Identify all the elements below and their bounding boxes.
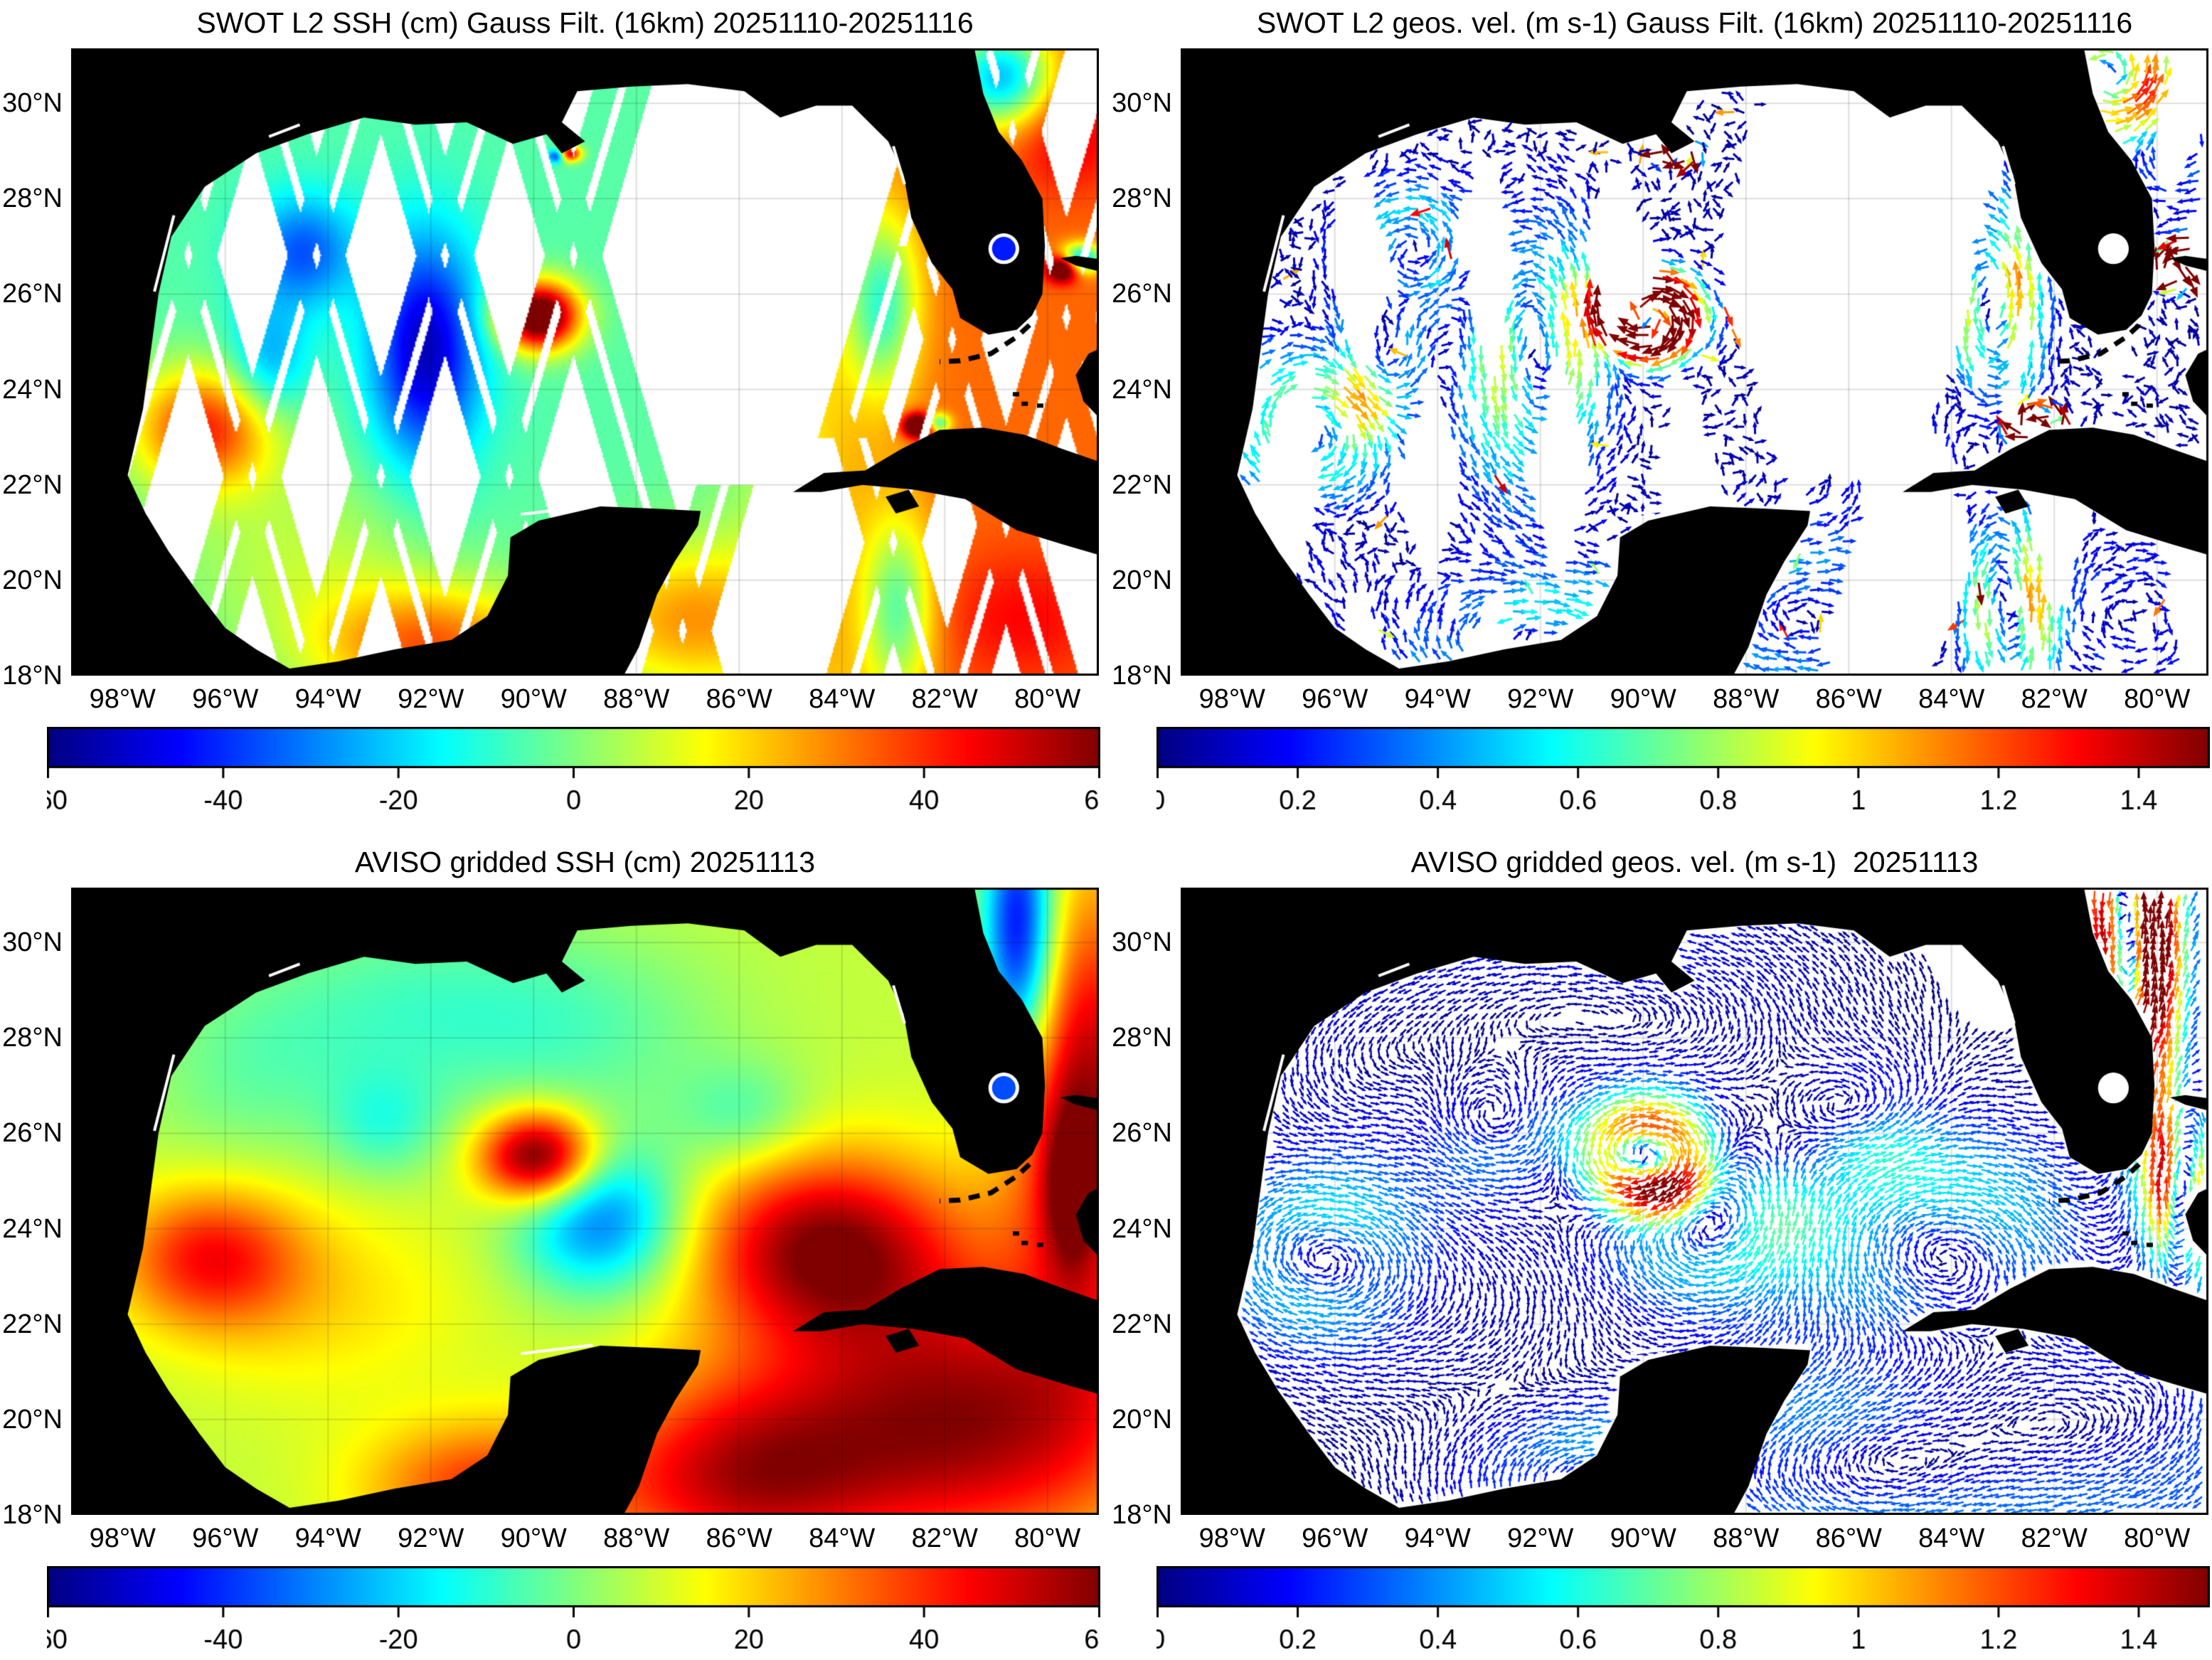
y-tick-label: 18°N <box>2 1500 63 1530</box>
x-tick-label: 86°W <box>706 1523 772 1553</box>
y-tick-label: 20°N <box>1112 565 1172 595</box>
x-tick-label: 92°W <box>398 684 464 714</box>
y-tick-label: 28°N <box>1112 1023 1172 1053</box>
x-tick-label: 82°W <box>2021 684 2088 714</box>
y-tick-label: 24°N <box>1112 374 1172 405</box>
x-tick-label: 88°W <box>603 1523 670 1553</box>
x-tick-label: 90°W <box>1610 684 1676 714</box>
panel-aviso-ssh: AVISO gridded SSH (cm) 20251113 30°N 28°N… <box>0 826 1106 1660</box>
x-tick-label: 84°W <box>809 1523 876 1553</box>
x-tick-label: 86°W <box>706 684 772 714</box>
x-tick-label: 98°W <box>89 684 156 714</box>
x-tick-label: 90°W <box>1610 1523 1676 1553</box>
y-tick-label: 28°N <box>2 183 63 214</box>
map-aviso-ssh <box>71 888 1099 1515</box>
x-tick-label: 80°W <box>2124 1523 2191 1553</box>
x-tick-label: 94°W <box>294 684 361 714</box>
panel-swot-ssh: SWOT L2 SSH (cm) Gauss Filt. (16km) 2025… <box>0 0 1106 826</box>
x-tick-label: 98°W <box>1198 1523 1265 1553</box>
y-tick-label: 22°N <box>2 469 63 500</box>
panel-swot-vel: SWOT L2 geos. vel. (m s-1) Gauss Filt. (… <box>1106 0 2212 826</box>
x-tick-label: 88°W <box>1713 684 1780 714</box>
y-tick-label: 22°N <box>1112 1309 1172 1339</box>
panel-title-aviso-ssh: AVISO gridded SSH (cm) 20251113 <box>354 846 816 878</box>
x-tick-label: 96°W <box>192 1523 259 1553</box>
x-tick-label: 82°W <box>2021 1523 2088 1553</box>
x-tick-label: 80°W <box>1014 684 1081 714</box>
y-tick-label: 22°N <box>2 1309 63 1339</box>
x-tick-label: 96°W <box>192 684 259 714</box>
y-tick-label: 30°N <box>1112 927 1172 958</box>
y-tick-label: 30°N <box>1112 88 1172 119</box>
x-tick-label: 96°W <box>1302 1523 1368 1553</box>
x-tick-label: 90°W <box>500 684 567 714</box>
x-tick-label: 92°W <box>1507 684 1574 714</box>
colorbar-vel-bottom <box>1156 1566 2210 1660</box>
x-tick-label: 84°W <box>1918 684 1985 714</box>
colorbar-ssh-top <box>47 727 1100 821</box>
x-tick-label: 82°W <box>911 684 978 714</box>
y-tick-label: 26°N <box>2 279 63 309</box>
y-tick-label: 24°N <box>2 1213 63 1244</box>
x-tick-label: 94°W <box>1404 1523 1471 1553</box>
map-swot-ssh <box>71 48 1099 676</box>
y-tick-label: 26°N <box>1112 279 1172 309</box>
y-tick-label: 20°N <box>2 565 63 595</box>
x-tick-label: 80°W <box>1014 1523 1081 1553</box>
y-tick-label: 18°N <box>1112 1500 1172 1530</box>
colorbar-ssh-bottom <box>47 1566 1100 1660</box>
x-tick-label: 86°W <box>1815 684 1882 714</box>
map-aviso-vel <box>1181 888 2208 1515</box>
x-tick-label: 96°W <box>1302 684 1368 714</box>
x-tick-label: 82°W <box>911 1523 978 1553</box>
y-tick-label: 24°N <box>2 374 63 405</box>
x-tick-label: 84°W <box>1918 1523 1985 1553</box>
y-tick-label: 18°N <box>1112 661 1172 691</box>
x-tick-label: 98°W <box>1198 684 1265 714</box>
y-tick-label: 26°N <box>2 1118 63 1149</box>
x-tick-label: 80°W <box>2124 684 2191 714</box>
x-tick-label: 88°W <box>1713 1523 1780 1553</box>
y-tick-label: 30°N <box>2 88 63 119</box>
y-tick-label: 24°N <box>1112 1213 1172 1244</box>
y-tick-label: 30°N <box>2 927 63 958</box>
panel-title-swot-vel: SWOT L2 geos. vel. (m s-1) Gauss Filt. (… <box>1256 6 2133 39</box>
panel-title-swot-ssh: SWOT L2 SSH (cm) Gauss Filt. (16km) 2025… <box>196 6 974 39</box>
y-tick-label: 28°N <box>2 1023 63 1053</box>
x-tick-label: 92°W <box>398 1523 464 1553</box>
x-tick-label: 86°W <box>1815 1523 1882 1553</box>
x-tick-label: 90°W <box>500 1523 567 1553</box>
x-tick-label: 98°W <box>89 1523 156 1553</box>
y-tick-label: 28°N <box>1112 183 1172 214</box>
panel-aviso-vel: AVISO gridded geos. vel. (m s-1) 2025111… <box>1106 826 2212 1660</box>
y-tick-label: 20°N <box>2 1404 63 1435</box>
y-tick-label: 18°N <box>2 661 63 691</box>
panel-title-aviso-vel: AVISO gridded geos. vel. (m s-1) 2025111… <box>1410 846 1979 878</box>
y-tick-label: 20°N <box>1112 1404 1172 1435</box>
y-tick-label: 22°N <box>1112 469 1172 500</box>
y-tick-label: 26°N <box>1112 1118 1172 1149</box>
x-tick-label: 94°W <box>294 1523 361 1553</box>
x-tick-label: 88°W <box>603 684 670 714</box>
colorbar-vel-top <box>1156 727 2210 821</box>
x-tick-label: 84°W <box>809 684 876 714</box>
x-tick-label: 92°W <box>1507 1523 1574 1553</box>
x-tick-label: 94°W <box>1404 684 1471 714</box>
map-swot-vel <box>1181 48 2208 676</box>
